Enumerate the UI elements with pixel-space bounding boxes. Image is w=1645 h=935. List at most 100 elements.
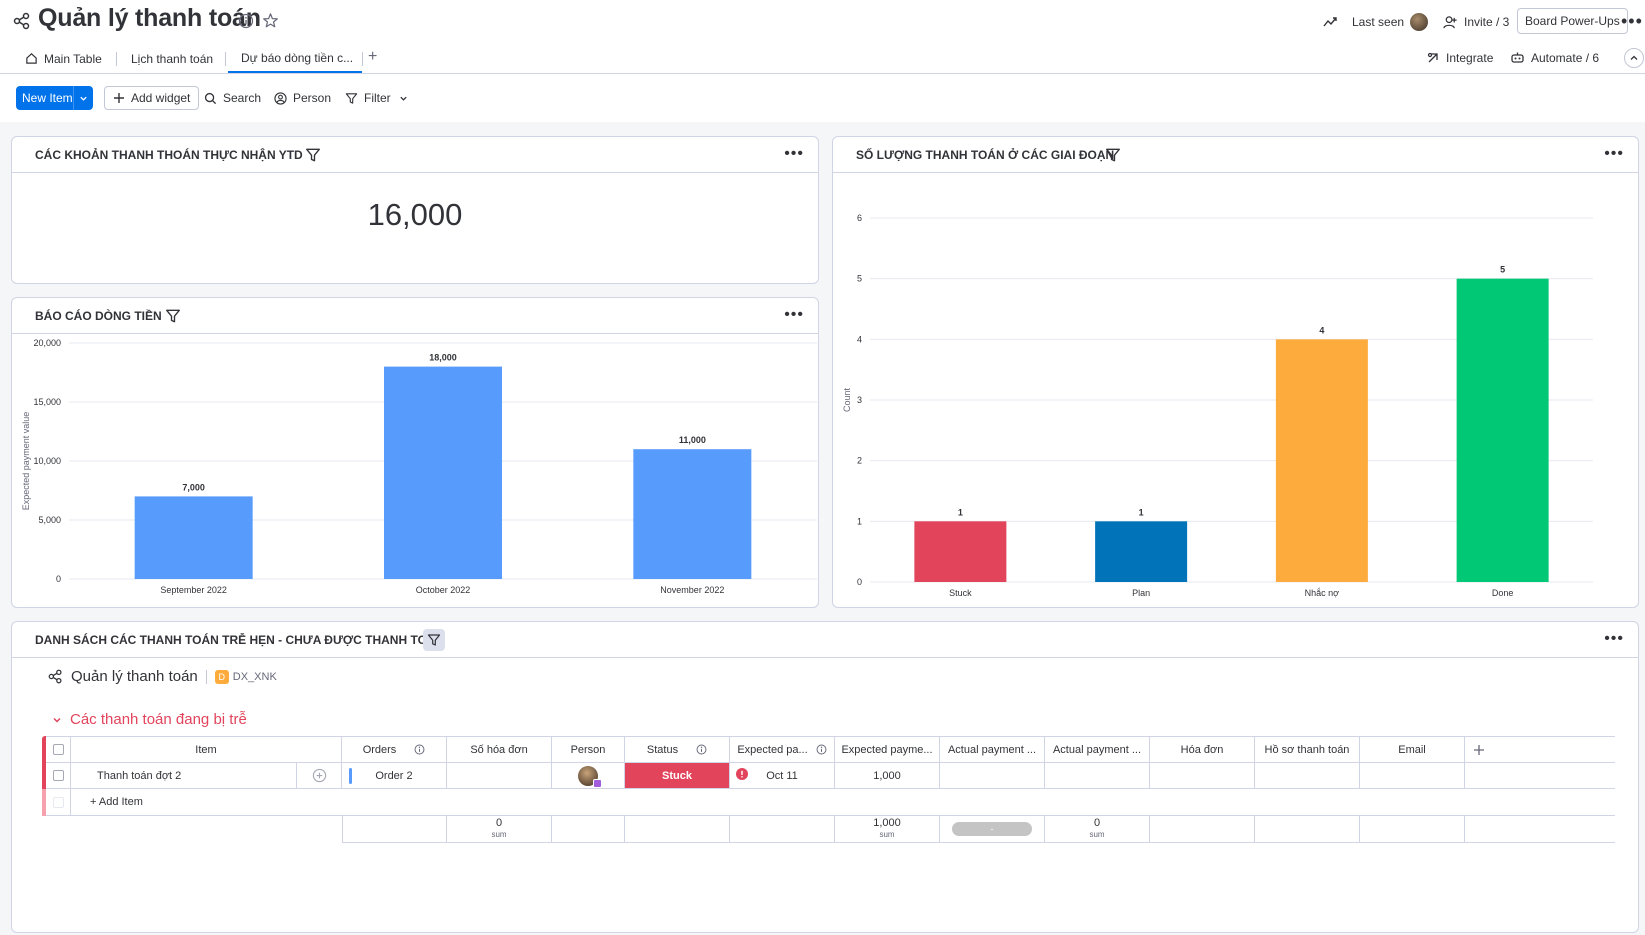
add-column-button[interactable] bbox=[1465, 736, 1615, 763]
filter-button[interactable]: Filter bbox=[345, 86, 414, 110]
tab-du-bao-dong-tien[interactable]: Dự báo dòng tiền c... bbox=[228, 44, 362, 73]
tab-label: Lịch thanh toán bbox=[131, 51, 214, 66]
board-title[interactable]: Quản lý thanh toán bbox=[38, 4, 261, 32]
stages-chart-widget: SỐ LƯỢNG THANH TOÁN Ở CÁC GIAI ĐOẠN ••• … bbox=[832, 136, 1639, 608]
activity-icon[interactable] bbox=[1322, 10, 1340, 34]
column-header-so-hoa-don[interactable]: Số hóa đơn bbox=[447, 736, 552, 763]
invite-button[interactable]: Invite / 3 bbox=[1443, 10, 1509, 34]
x-tick-label: November 2022 bbox=[660, 585, 724, 595]
summary-expected-value: 1,000 sum bbox=[835, 816, 940, 843]
expected-value-cell[interactable]: 1,000 bbox=[835, 763, 940, 789]
so-hoa-don-cell[interactable] bbox=[447, 763, 552, 789]
chevron-down-icon[interactable] bbox=[73, 86, 93, 110]
chevron-down-icon[interactable] bbox=[399, 94, 408, 103]
row-checkbox[interactable] bbox=[52, 770, 64, 781]
ho-so-thanh-toan-cell[interactable] bbox=[1255, 763, 1360, 789]
hoa-don-cell[interactable] bbox=[1150, 763, 1255, 789]
search-button[interactable]: Search bbox=[204, 86, 261, 110]
board-link[interactable]: Quản lý thanh toán bbox=[71, 668, 198, 685]
select-all-checkbox[interactable] bbox=[52, 744, 64, 755]
summary-actual-date: - bbox=[940, 816, 1045, 843]
filter-icon[interactable] bbox=[165, 308, 181, 324]
star-icon[interactable] bbox=[262, 12, 279, 29]
column-header-actual-date[interactable]: Actual payment ... bbox=[940, 736, 1045, 763]
avatar bbox=[1410, 13, 1429, 31]
bar-september-2022 bbox=[134, 496, 253, 579]
chevron-down-icon[interactable] bbox=[52, 715, 62, 725]
info-icon[interactable] bbox=[696, 744, 707, 755]
automate-button[interactable]: Automate / 6 bbox=[1510, 51, 1599, 65]
overdue-table-widget: DANH SÁCH CÁC THANH TOÁN TRỄ HẸN - CHƯA … bbox=[11, 621, 1639, 933]
widget-title: CÁC KHOẢN THANH THOÁN THỰC NHẬN YTD bbox=[35, 148, 303, 162]
info-icon[interactable] bbox=[816, 744, 827, 755]
new-item-button[interactable]: New Item bbox=[16, 86, 93, 110]
orders-cell[interactable]: Order 2 bbox=[342, 763, 447, 789]
board-power-ups-button[interactable]: Board Power-Ups bbox=[1517, 8, 1628, 34]
filter-icon bbox=[345, 92, 358, 104]
automate-label: Automate / 6 bbox=[1531, 51, 1600, 65]
person-filter-button[interactable]: Person bbox=[274, 86, 331, 110]
data-label: 11,000 bbox=[679, 435, 706, 445]
column-header-person[interactable]: Person bbox=[552, 736, 625, 763]
collapse-header-button[interactable] bbox=[1624, 48, 1644, 68]
column-header-item[interactable]: Item bbox=[71, 736, 342, 763]
item-updates-cell[interactable] bbox=[297, 763, 342, 789]
summary-actual-value: 0 sum bbox=[1045, 816, 1150, 843]
tab-main-table[interactable]: Main Table bbox=[25, 44, 102, 73]
tab-label: Main Table bbox=[44, 51, 102, 66]
column-header-expected-date[interactable]: Expected pa... bbox=[730, 736, 835, 763]
column-header-status[interactable]: Status bbox=[625, 736, 730, 763]
column-header-orders[interactable]: Orders bbox=[342, 736, 447, 763]
widget-more-icon[interactable]: ••• bbox=[784, 306, 804, 323]
cashflow-chart-widget: BÁO CÁO DÒNG TIỀN ••• 0 5,000 10,000 15,000… bbox=[11, 297, 819, 608]
info-icon[interactable] bbox=[238, 13, 254, 29]
add-widget-label: Add widget bbox=[131, 91, 191, 105]
widget-more-icon[interactable]: ••• bbox=[1604, 145, 1624, 162]
y-tick-label: 2 bbox=[857, 456, 862, 466]
widget-more-icon[interactable]: ••• bbox=[1604, 630, 1624, 647]
actual-value-cell[interactable] bbox=[1045, 763, 1150, 789]
filter-label: Filter bbox=[364, 91, 391, 105]
widget-header: BÁO CÁO DÒNG TIỀN ••• bbox=[12, 298, 818, 334]
chevron-up-icon bbox=[1630, 55, 1638, 60]
column-header-actual-value[interactable]: Actual payment ... bbox=[1045, 736, 1150, 763]
expected-date-cell[interactable]: Oct 11 bbox=[730, 763, 835, 789]
widget-header: SỐ LƯỢNG THANH TOÁN Ở CÁC GIAI ĐOẠN ••• bbox=[833, 137, 1638, 173]
share-board-icon bbox=[13, 12, 30, 30]
column-header-label: Orders bbox=[362, 743, 397, 756]
filter-button[interactable] bbox=[423, 629, 445, 651]
widget-more-icon[interactable]: ••• bbox=[784, 145, 804, 162]
order-link[interactable]: Order 2 bbox=[375, 769, 413, 782]
filter-icon[interactable] bbox=[1105, 147, 1121, 163]
column-header-hoa-don[interactable]: Hóa đơn bbox=[1150, 736, 1255, 763]
summary-label: sum bbox=[491, 830, 507, 839]
tab-lich-thanh-toan[interactable]: Lịch thanh toán bbox=[131, 44, 213, 73]
add-item-button[interactable]: + Add Item bbox=[71, 789, 1615, 816]
add-widget-button[interactable]: Add widget bbox=[104, 86, 200, 110]
workspace-name: DX_XNK bbox=[232, 670, 277, 683]
column-header-email[interactable]: Email bbox=[1360, 736, 1465, 763]
new-item-label: New Item bbox=[22, 91, 73, 105]
add-update-icon bbox=[312, 768, 326, 783]
column-header-expected-value[interactable]: Expected payme... bbox=[835, 736, 940, 763]
group-header[interactable]: Các thanh toán đang bị trễ bbox=[52, 711, 247, 728]
summary-cell bbox=[1255, 816, 1360, 843]
person-cell[interactable] bbox=[552, 763, 625, 789]
add-view-button[interactable]: + bbox=[368, 48, 378, 65]
item-name-cell[interactable]: Thanh toán đợt 2 bbox=[71, 763, 297, 789]
filter-icon[interactable] bbox=[305, 147, 321, 163]
actual-date-cell[interactable] bbox=[940, 763, 1045, 789]
y-tick-label: 5,000 bbox=[38, 515, 61, 525]
tab-divider bbox=[225, 52, 226, 66]
column-header-ho-so-thanh-toan[interactable]: Hồ sơ thanh toán bbox=[1255, 736, 1360, 763]
status-cell[interactable]: Stuck bbox=[625, 763, 730, 789]
integrate-button[interactable]: Integrate bbox=[1426, 51, 1493, 65]
y-tick-label: 20,000 bbox=[33, 338, 61, 348]
board-toolbar: New Item Add widget Search Person Filter bbox=[0, 84, 1645, 114]
select-all-cell bbox=[46, 736, 71, 763]
more-options-icon[interactable]: ••• bbox=[1621, 11, 1643, 31]
info-icon[interactable] bbox=[414, 744, 425, 755]
last-seen-button[interactable]: Last seen bbox=[1352, 10, 1429, 34]
ytd-value: 16,000 bbox=[367, 197, 463, 232]
email-cell[interactable] bbox=[1360, 763, 1465, 789]
